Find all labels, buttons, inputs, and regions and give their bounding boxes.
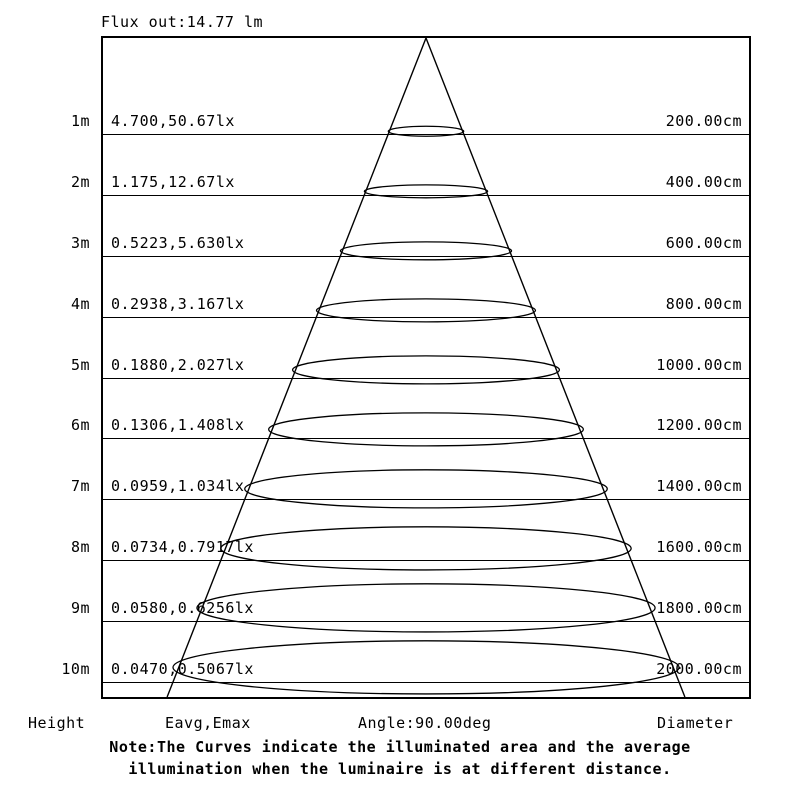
axis-label-angle: Angle:90.00deg: [358, 714, 492, 732]
row-diameter-value: 800.00cm: [665, 294, 742, 313]
illuminated-area-ellipse: [268, 412, 584, 447]
row-eavg-emax-value: 0.2938,3.167lx: [111, 294, 245, 313]
row-diameter-value: 1600.00cm: [656, 538, 742, 557]
row-eavg-emax-value: 4.700,50.67lx: [111, 112, 235, 130]
beam-plot-area: [101, 36, 751, 699]
row-height-label: 5m: [70, 355, 90, 374]
axis-label-diameter: Diameter: [657, 714, 734, 732]
grid-line: [103, 621, 749, 623]
grid-line: [103, 438, 749, 440]
note-line-1: Note:The Curves indicate the illuminated…: [109, 738, 691, 756]
row-diameter-value: 200.00cm: [665, 112, 742, 130]
row-height-label: 2m: [70, 172, 90, 191]
row-eavg-emax-value: 0.1880,2.027lx: [111, 355, 245, 374]
row-diameter-value: 1400.00cm: [656, 477, 742, 496]
row-diameter-value: 400.00cm: [665, 172, 742, 191]
note-block: Note:The Curves indicate the illuminated…: [0, 736, 800, 780]
illuminated-area-ellipse: [363, 184, 489, 199]
illuminated-area-ellipse: [220, 526, 632, 571]
note-line-2: illumination when the luminaire is at di…: [128, 760, 672, 778]
row-height-label: 9m: [70, 599, 90, 618]
grid-line: [103, 255, 749, 257]
row-height-label: 8m: [70, 538, 90, 557]
row-height-label: 1m: [70, 112, 90, 130]
grid-line: [103, 316, 749, 318]
flux-out-label: Flux out:14.77 lm: [101, 13, 264, 31]
illuminated-area-ellipse: [172, 640, 680, 695]
beam-cone-graphic: [166, 37, 686, 698]
row-eavg-emax-value: 0.0470,0.5067lx: [111, 660, 254, 678]
row-height-label: 3m: [70, 233, 90, 252]
grid-line: [103, 499, 749, 501]
row-diameter-value: 600.00cm: [665, 233, 742, 252]
axis-label-height: Height: [28, 714, 86, 732]
row-eavg-emax-value: 1.175,12.67lx: [111, 172, 235, 191]
axis-label-eavg-emax: Eavg,Emax: [165, 714, 251, 732]
grid-line: [103, 560, 749, 562]
row-eavg-emax-value: 0.0734,0.7917lx: [111, 538, 254, 557]
row-height-label: 10m: [61, 660, 90, 678]
illuminated-area-ellipse: [339, 241, 513, 261]
row-height-label: 6m: [70, 416, 90, 435]
cone-right-edge: [425, 37, 686, 698]
row-diameter-value: 1000.00cm: [656, 355, 742, 374]
illuminated-area-ellipse: [244, 469, 608, 509]
illuminated-area-ellipse: [387, 125, 465, 137]
grid-line: [103, 134, 749, 135]
grid-line: [103, 194, 749, 196]
row-height-label: 7m: [70, 477, 90, 496]
grid-line: [103, 682, 749, 683]
illuminated-area-ellipse: [315, 298, 537, 323]
row-diameter-value: 1200.00cm: [656, 416, 742, 435]
row-eavg-emax-value: 0.1306,1.408lx: [111, 416, 245, 435]
cone-left-edge: [166, 37, 427, 698]
row-diameter-value: 1800.00cm: [656, 599, 742, 618]
row-eavg-emax-value: 0.5223,5.630lx: [111, 233, 245, 252]
row-eavg-emax-value: 0.0580,0.6256lx: [111, 599, 254, 618]
row-height-label: 4m: [70, 294, 90, 313]
illuminated-area-ellipse: [291, 355, 561, 385]
illuminated-area-ellipse: [196, 583, 656, 633]
row-diameter-value: 2000.00cm: [656, 660, 742, 678]
row-eavg-emax-value: 0.0959,1.034lx: [111, 477, 245, 496]
grid-line: [103, 377, 749, 379]
